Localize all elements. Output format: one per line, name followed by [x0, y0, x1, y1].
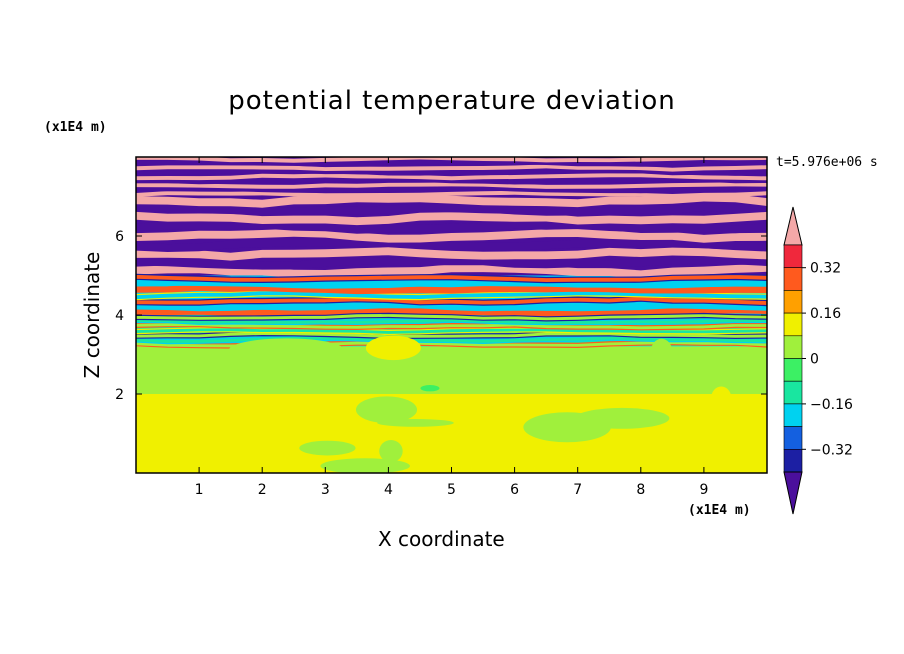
colorbar-tick-label: 0.32: [810, 261, 841, 277]
field-patch: [514, 348, 603, 360]
field-band: [136, 160, 767, 167]
x-tick-label: 1: [195, 482, 204, 498]
colorbar-tick-label: 0.16: [810, 306, 841, 322]
field-band: [136, 336, 767, 344]
field-band: [136, 193, 767, 208]
field-edge: [136, 322, 767, 331]
field-band: [136, 238, 767, 252]
field-patch: [623, 397, 735, 404]
x-tick-label: 6: [510, 482, 519, 498]
field-patch: [490, 376, 600, 394]
colorbar-segment: [783, 335, 803, 359]
field-patch: [299, 440, 356, 456]
field-patch: [523, 412, 611, 443]
y-tick-label: 4: [115, 308, 124, 324]
contour-field: [136, 157, 767, 473]
field-patch: [275, 426, 372, 432]
field-patch: [711, 386, 732, 409]
field-patch: [355, 396, 418, 424]
colorbar-segment: [783, 403, 803, 427]
field-band: [136, 247, 767, 261]
y-axis-unit: (x1E4 m): [44, 120, 107, 135]
field-patch: [661, 371, 699, 391]
field-band: [136, 168, 767, 176]
colorbar-segment: [783, 312, 803, 337]
field-band: [136, 274, 767, 283]
field-edge: [136, 273, 767, 284]
field-band: [136, 279, 767, 289]
field-band: [136, 256, 767, 270]
x-tick-label: 8: [636, 482, 645, 498]
field-band: [136, 202, 767, 216]
colorbar-segment: [783, 426, 803, 450]
field-edge: [136, 312, 767, 322]
field-patch: [446, 355, 467, 382]
field-patch: [228, 338, 345, 363]
field-edge: [136, 284, 767, 295]
x-tick-label: 4: [384, 482, 393, 498]
x-tick-label: 5: [447, 482, 456, 498]
x-tick-label: 2: [258, 482, 267, 498]
field-patch: [479, 353, 540, 383]
field-band: [136, 290, 767, 300]
field-band: [136, 186, 767, 194]
colorbar-tick-label: 0: [810, 352, 819, 368]
colorbar-segment: [783, 267, 803, 291]
field-band: [136, 211, 767, 226]
x-tick-label: 7: [573, 482, 582, 498]
colorbar-segment: [783, 244, 803, 269]
colorbar: 0.32 0.16 0 −0.16 −0.32: [783, 206, 853, 515]
field-layer: [136, 394, 767, 473]
x-axis: 1 2 3 4 5 6 7 8 9: [195, 157, 708, 498]
colorbar-extend-low: [783, 471, 803, 515]
field-band: [136, 177, 767, 185]
y-tick-label: 2: [115, 387, 124, 403]
chart-title: potential temperature deviation: [228, 86, 676, 116]
y-axis: 2 4 6: [115, 229, 767, 403]
field-band: [136, 173, 767, 181]
colorbar-segment: [783, 358, 803, 382]
field-patch: [693, 424, 767, 433]
x-tick-label: 9: [699, 482, 708, 498]
field-band: [136, 220, 767, 234]
field-patch: [377, 419, 454, 427]
time-label: t=5.976e+06 s: [776, 155, 878, 170]
x-axis-label: X coordinate: [378, 527, 505, 551]
field-patch: [446, 376, 478, 391]
field-patch: [249, 445, 270, 467]
field-edge: [136, 279, 767, 289]
field-patch: [365, 335, 421, 361]
field-band: [136, 228, 767, 243]
field-patch: [136, 462, 213, 470]
colorbar-tick-label: −0.16: [810, 397, 853, 413]
field-edge: [136, 317, 767, 326]
field-band: [136, 318, 767, 325]
field-patch: [288, 364, 409, 373]
y-tick-label: 6: [115, 229, 124, 245]
field-patch: [420, 384, 440, 392]
colorbar-tick-label: −0.32: [810, 442, 853, 458]
field-band: [136, 182, 767, 189]
field-patch: [651, 338, 673, 363]
x-axis-unit: (x1E4 m): [688, 503, 751, 518]
field-band: [136, 263, 767, 279]
field-patch: [320, 458, 410, 473]
colorbar-segment: [783, 448, 803, 473]
colorbar-segment: [783, 380, 803, 405]
field-patch: [379, 439, 403, 463]
colorbar-segment: [783, 290, 803, 314]
x-tick-label: 3: [321, 482, 330, 498]
colorbar-extend-high: [783, 206, 803, 246]
